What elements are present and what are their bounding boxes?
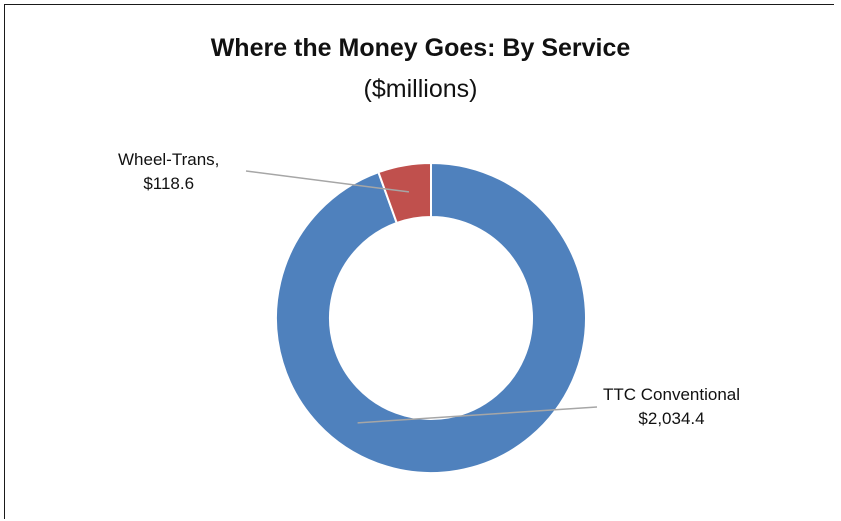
donut-slice-wheel-trans [377, 161, 432, 225]
data-label-wheel-trans: Wheel-Trans, $118.6 [118, 148, 219, 196]
chart-subtitle: ($millions) [363, 75, 478, 103]
data-label-ttc-conventional-name: TTC Conventional [603, 385, 741, 404]
data-label-ttc-conventional: TTC Conventional $2,034.4 [603, 383, 740, 431]
data-label-wheel-trans-value: $118.6 [143, 174, 195, 193]
data-label-wheel-trans-name: Wheel-Trans, [118, 150, 220, 169]
chart-title: Where the Money Goes: By Service [210, 34, 631, 62]
leader-line-wheel-trans [245, 170, 410, 193]
donut-slice-ttc-conventional [275, 161, 587, 474]
data-label-ttc-conventional-value: $2,034.4 [638, 409, 705, 428]
leader-line-ttc-conventional [357, 406, 598, 424]
